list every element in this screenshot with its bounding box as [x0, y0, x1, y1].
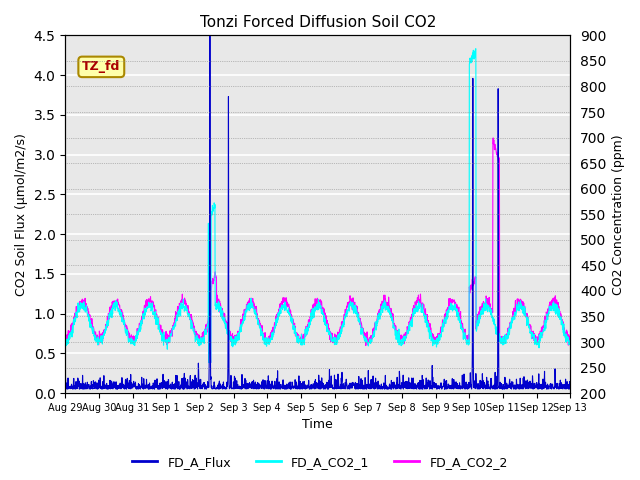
Legend: FD_A_Flux, FD_A_CO2_1, FD_A_CO2_2: FD_A_Flux, FD_A_CO2_1, FD_A_CO2_2	[127, 451, 513, 474]
Title: Tonzi Forced Diffusion Soil CO2: Tonzi Forced Diffusion Soil CO2	[200, 15, 436, 30]
Y-axis label: CO2 Concentration (ppm): CO2 Concentration (ppm)	[612, 134, 625, 295]
Y-axis label: CO2 Soil Flux (μmol/m2/s): CO2 Soil Flux (μmol/m2/s)	[15, 133, 28, 296]
X-axis label: Time: Time	[303, 419, 333, 432]
Text: TZ_fd: TZ_fd	[82, 60, 120, 73]
